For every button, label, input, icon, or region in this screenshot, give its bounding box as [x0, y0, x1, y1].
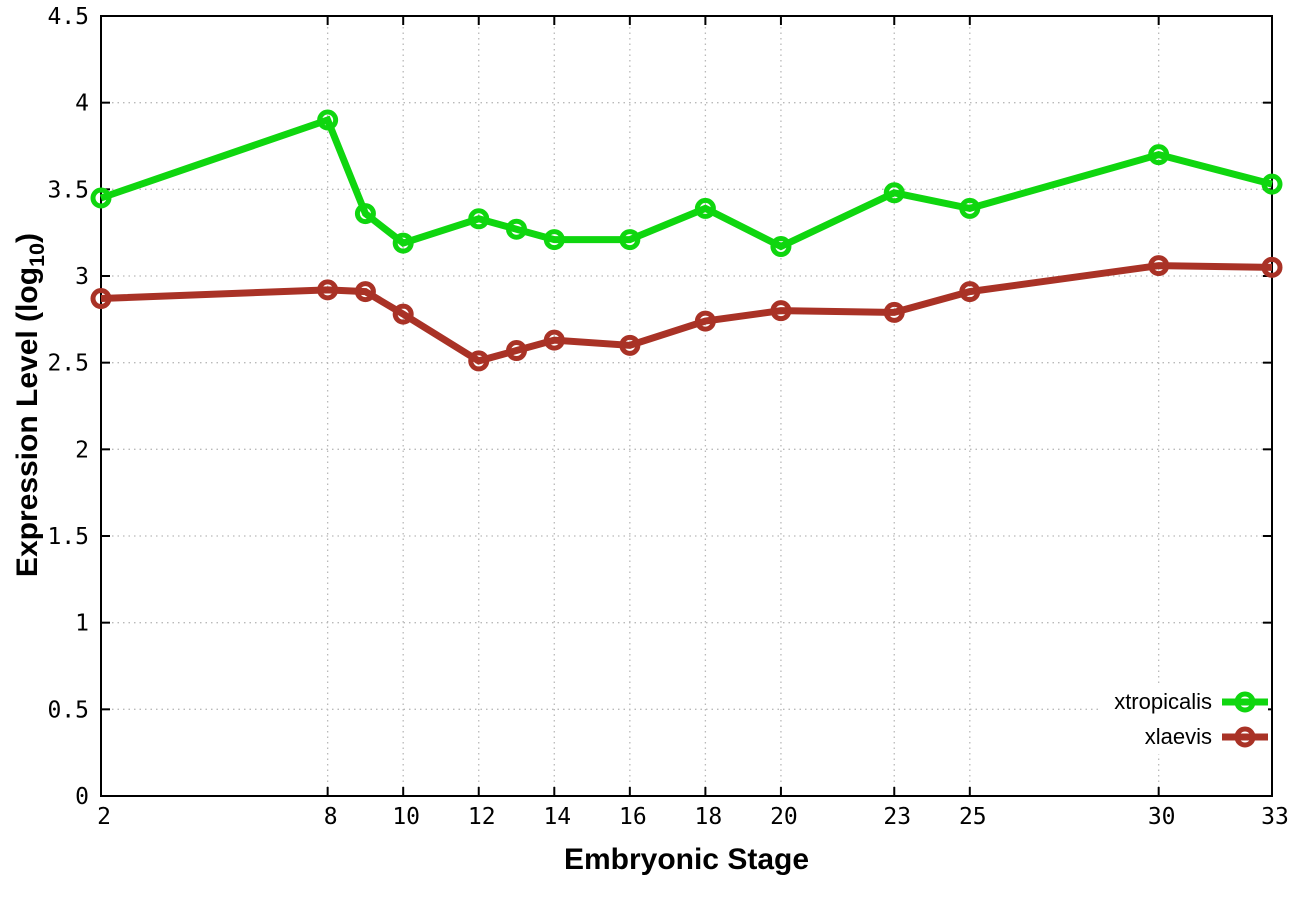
data-point-xtropicalis — [543, 229, 565, 251]
data-point-xtropicalis — [90, 187, 112, 209]
x-tick-label: 33 — [1261, 804, 1289, 830]
line-marker-sample-icon — [1222, 726, 1268, 747]
legend-item-xtropicalis: xtropicalis — [1114, 684, 1268, 719]
x-tick-labels: 2 8 10 12 14 16 18 20 23 25 30 33 — [97, 804, 1289, 830]
x-tick-label: 25 — [959, 804, 987, 830]
x-tick-label: 20 — [770, 804, 798, 830]
x-tick-label: 18 — [695, 804, 723, 830]
line-marker-sample-icon — [1222, 691, 1268, 712]
series-xtropicalis — [90, 109, 1283, 258]
data-point-xlaevis — [506, 340, 528, 362]
x-tick-label: 8 — [324, 804, 338, 830]
x-tick-label: 16 — [619, 804, 647, 830]
data-point-xtropicalis — [317, 109, 339, 131]
data-point-xlaevis — [1261, 256, 1283, 278]
data-point-xlaevis — [543, 329, 565, 351]
x-tick-label: 23 — [883, 804, 911, 830]
x-tick-label: 14 — [543, 804, 571, 830]
data-point-xlaevis — [468, 350, 490, 372]
plot-border — [100, 15, 1273, 797]
data-point-xlaevis — [619, 334, 641, 356]
y-axis-title-suffix: ) — [11, 232, 44, 243]
data-point-xtropicalis — [392, 232, 414, 254]
data-point-xlaevis — [317, 279, 339, 301]
y-axis-title-subscript: 10 — [24, 242, 49, 267]
data-point-xtropicalis — [959, 197, 981, 219]
y-tick-labels: 0 0.5 1 1.5 2 2.5 3 3.5 4 4.5 — [47, 4, 89, 810]
y-axis-title: Expression Level (log10) — [8, 165, 49, 645]
data-point-xlaevis — [1148, 255, 1170, 277]
legend-label-xtropicalis: xtropicalis — [1114, 688, 1212, 714]
legend: xtropicalis xlaevis — [1102, 684, 1268, 754]
y-tick-label: 4.5 — [47, 4, 89, 30]
y-tick-label: 2.5 — [47, 351, 89, 377]
data-point-xlaevis — [354, 281, 376, 303]
series-xlaevis — [90, 255, 1283, 372]
data-point-xtropicalis — [468, 208, 490, 230]
x-axis-title: Embryonic Stage — [563, 843, 810, 876]
data-point-xtropicalis — [1148, 144, 1170, 166]
data-point-xlaevis — [90, 288, 112, 310]
y-tick-label: 3 — [75, 264, 89, 290]
grid-lines — [101, 16, 1272, 796]
y-tick-label: 2 — [75, 437, 89, 463]
data-point-xlaevis — [694, 310, 716, 332]
legend-label-xlaevis: xlaevis — [1144, 723, 1212, 749]
data-point-xtropicalis — [354, 203, 376, 225]
y-axis-title-text: Expression Level (log — [11, 266, 44, 578]
data-point-xlaevis — [392, 303, 414, 325]
y-tick-label: 3.5 — [47, 177, 89, 203]
data-point-xtropicalis — [883, 182, 905, 204]
data-point-xlaevis — [959, 281, 981, 303]
data-point-xtropicalis — [619, 229, 641, 251]
data-point-xlaevis — [770, 300, 792, 322]
data-point-xlaevis — [883, 301, 905, 323]
x-tick-label: 12 — [468, 804, 496, 830]
y-tick-label: 0.5 — [47, 697, 89, 723]
x-tick-label: 2 — [97, 804, 111, 830]
y-tick-label: 0 — [75, 784, 89, 810]
y-tick-label: 1.5 — [47, 524, 89, 550]
data-point-xtropicalis — [770, 236, 792, 258]
x-tick-label: 10 — [392, 804, 420, 830]
y-tick-label: 4 — [75, 91, 89, 117]
data-point-xtropicalis — [1261, 173, 1283, 195]
data-point-xtropicalis — [506, 218, 528, 240]
y-tick-label: 1 — [75, 611, 89, 637]
x-tick-label: 30 — [1148, 804, 1176, 830]
legend-item-xlaevis: xlaevis — [1114, 719, 1268, 754]
data-point-xtropicalis — [694, 197, 716, 219]
